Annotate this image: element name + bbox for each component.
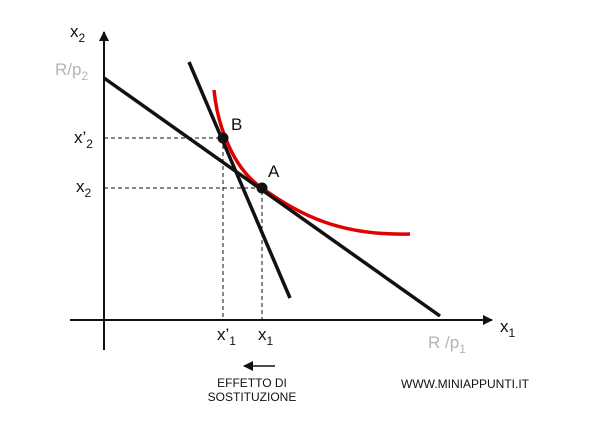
point-b: [217, 132, 229, 144]
y-intercept-label: R/p2: [55, 60, 88, 83]
new-budget-line: [187, 61, 292, 299]
budget-line: [102, 76, 442, 318]
label-b: B: [231, 115, 242, 134]
x-intercept-label: R /p1: [428, 333, 466, 356]
tick-x2-prime: x’2: [74, 128, 93, 151]
x-axis-label: x1: [500, 317, 516, 340]
caption-line: EFFETTO DI: [217, 376, 287, 390]
indifference-curve: [212, 89, 411, 236]
y-axis-label: x2: [70, 22, 86, 45]
guide-a: [104, 187, 263, 320]
label-a: A: [268, 162, 280, 181]
guide-b: [104, 137, 224, 320]
point-a: [256, 182, 268, 194]
tick-x2: x2: [76, 177, 92, 200]
tick-x1: x1: [258, 325, 274, 348]
tick-x1-prime: x’1: [217, 325, 236, 348]
watermark: WWW.MINIAPPUNTI.IT: [401, 377, 530, 391]
caption-line: SOSTITUZIONE: [208, 390, 297, 404]
